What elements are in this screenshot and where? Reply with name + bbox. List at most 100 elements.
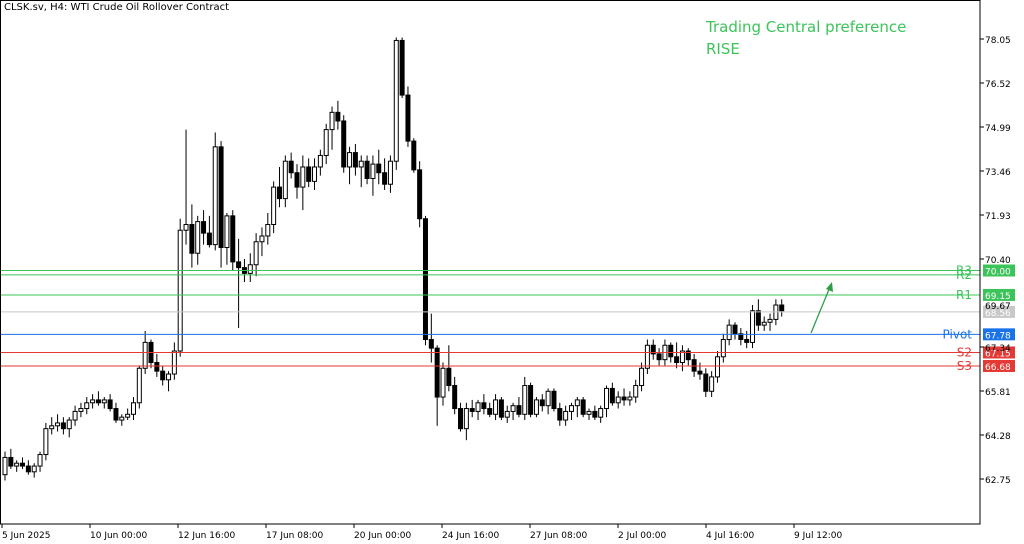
candle-body-down [528,385,534,415]
candle-body-up [300,166,306,188]
candle-body-down [206,232,212,246]
candle-body-up [212,146,218,246]
candle-body-up [271,186,277,225]
candle-body-down [8,456,14,467]
candle-body-down [668,344,674,358]
candle-body-down [469,408,475,412]
candle-body-up [224,215,230,248]
rise-arrow-icon [810,282,833,334]
candle [25,460,31,475]
y-tick-label: 67.34 [985,344,1011,354]
candle [113,402,119,423]
level-name: R2 [956,268,972,282]
candle [598,405,604,423]
candle [621,388,627,406]
y-tick-label: 74.99 [985,124,1011,134]
candle-body-up [125,413,131,418]
candle-body-up [142,341,148,369]
level-price-box [983,264,1015,277]
x-tick-label: 9 Jul 12:00 [794,531,843,541]
candle [545,388,551,415]
candle [592,405,598,421]
candle-body-up [533,399,539,415]
current-price-label: 68.56 [985,309,1011,319]
candle-body-down [592,410,598,418]
candle-body-down [364,160,370,179]
candle-body-down [738,333,744,341]
candle [697,362,703,380]
candle [154,353,160,377]
trading-central-preference: Trading Central preference RISE [706,16,906,60]
level-s3: S3 66.68 [0,359,1015,373]
candle-body-down [674,356,680,364]
candle-body-up [247,264,253,274]
candle [405,86,411,147]
candle-body-down [236,261,242,269]
y-tick-label: 78.05 [985,36,1011,46]
candle [130,397,136,421]
candle-body-up [72,410,78,421]
candle-body-up [568,405,574,412]
level-r1: R1 69.15 [0,288,1015,302]
candle-body-down [411,140,417,171]
candle [166,371,172,392]
candle-body-down [341,120,347,168]
candle [312,158,318,190]
candle-body-up [253,241,259,266]
candle-body-down [446,367,452,387]
candle-body-down [551,390,557,410]
candle-body-up [84,402,90,410]
candle-body-up [726,324,732,341]
candle-body-up [604,387,610,410]
candle [84,397,90,415]
candle-body-down [691,359,697,372]
candle-body-down [306,166,312,182]
level-name: R1 [956,288,972,302]
candle-body-down [422,218,428,341]
plot-frame [0,0,981,525]
candle-body-up [679,350,685,364]
candle-body-down [95,399,101,404]
x-tick-label: 12 Jun 16:00 [178,531,235,541]
candle-body-up [475,402,481,412]
candle [300,155,306,211]
candle [393,37,399,170]
candle-body-down [621,396,627,401]
candle-body-up [37,454,43,467]
candle-body-down [294,172,300,188]
candle [399,37,405,98]
candle [732,322,738,340]
candle [679,345,685,372]
candle-body-down [60,422,66,430]
candle-body-down [434,347,440,398]
x-tick-label: 17 Jun 08:00 [266,531,323,541]
candle [317,149,323,176]
candle-body-up [633,385,639,398]
candle [609,382,615,406]
candle [516,397,522,418]
candle-body-down [428,339,434,349]
candle [37,451,43,472]
candle [236,238,242,329]
candle [761,316,767,331]
candle [183,129,189,245]
candle-body-up [136,367,142,404]
candle-body-down [487,408,493,415]
candle-body-up [522,385,528,415]
candle-body-down [399,39,405,96]
level-s2: S2 67.15 [0,345,1015,359]
candle-body-down [580,399,586,415]
candle-body-up [440,367,446,398]
candle-body-down [498,399,504,418]
candle [475,399,481,421]
candle-body-down [230,215,236,263]
candle [364,155,370,185]
candle [160,365,166,386]
candle-body-up [358,160,364,168]
candle [528,382,534,418]
candle-body-up [49,425,55,430]
y-tick-label-hidden: 69.67 [985,302,1011,312]
candle [347,146,353,185]
